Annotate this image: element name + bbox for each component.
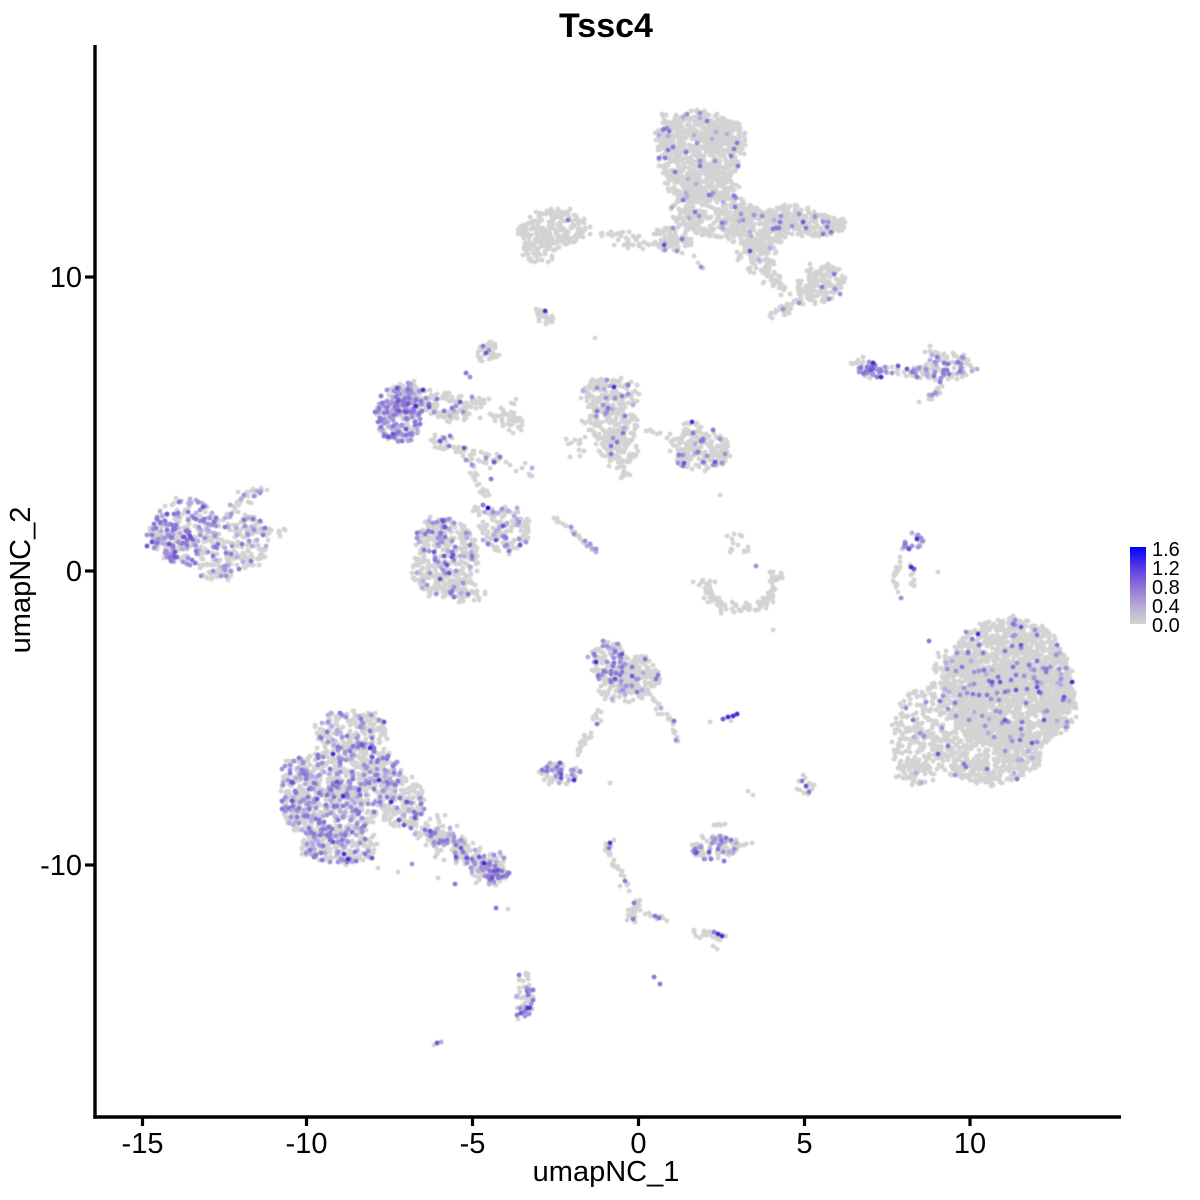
svg-text:1.2: 1.2	[1152, 558, 1180, 580]
svg-text:1.6: 1.6	[1152, 539, 1180, 561]
svg-text:10: 10	[50, 262, 82, 294]
svg-text:umapNC_2: umapNC_2	[5, 507, 37, 654]
svg-text:umapNC_1: umapNC_1	[533, 1156, 680, 1188]
svg-text:0: 0	[630, 1128, 646, 1160]
svg-text:Tssc4: Tssc4	[559, 7, 653, 45]
svg-text:-10: -10	[286, 1128, 328, 1160]
svg-text:-5: -5	[460, 1128, 486, 1160]
svg-text:0.4: 0.4	[1152, 596, 1180, 618]
svg-text:10: 10	[954, 1128, 986, 1160]
svg-text:-15: -15	[122, 1128, 164, 1160]
svg-text:0.0: 0.0	[1152, 615, 1180, 637]
svg-text:0: 0	[66, 556, 82, 588]
svg-text:-10: -10	[40, 850, 82, 882]
svg-text:5: 5	[796, 1128, 812, 1160]
svg-text:0.8: 0.8	[1152, 577, 1180, 599]
